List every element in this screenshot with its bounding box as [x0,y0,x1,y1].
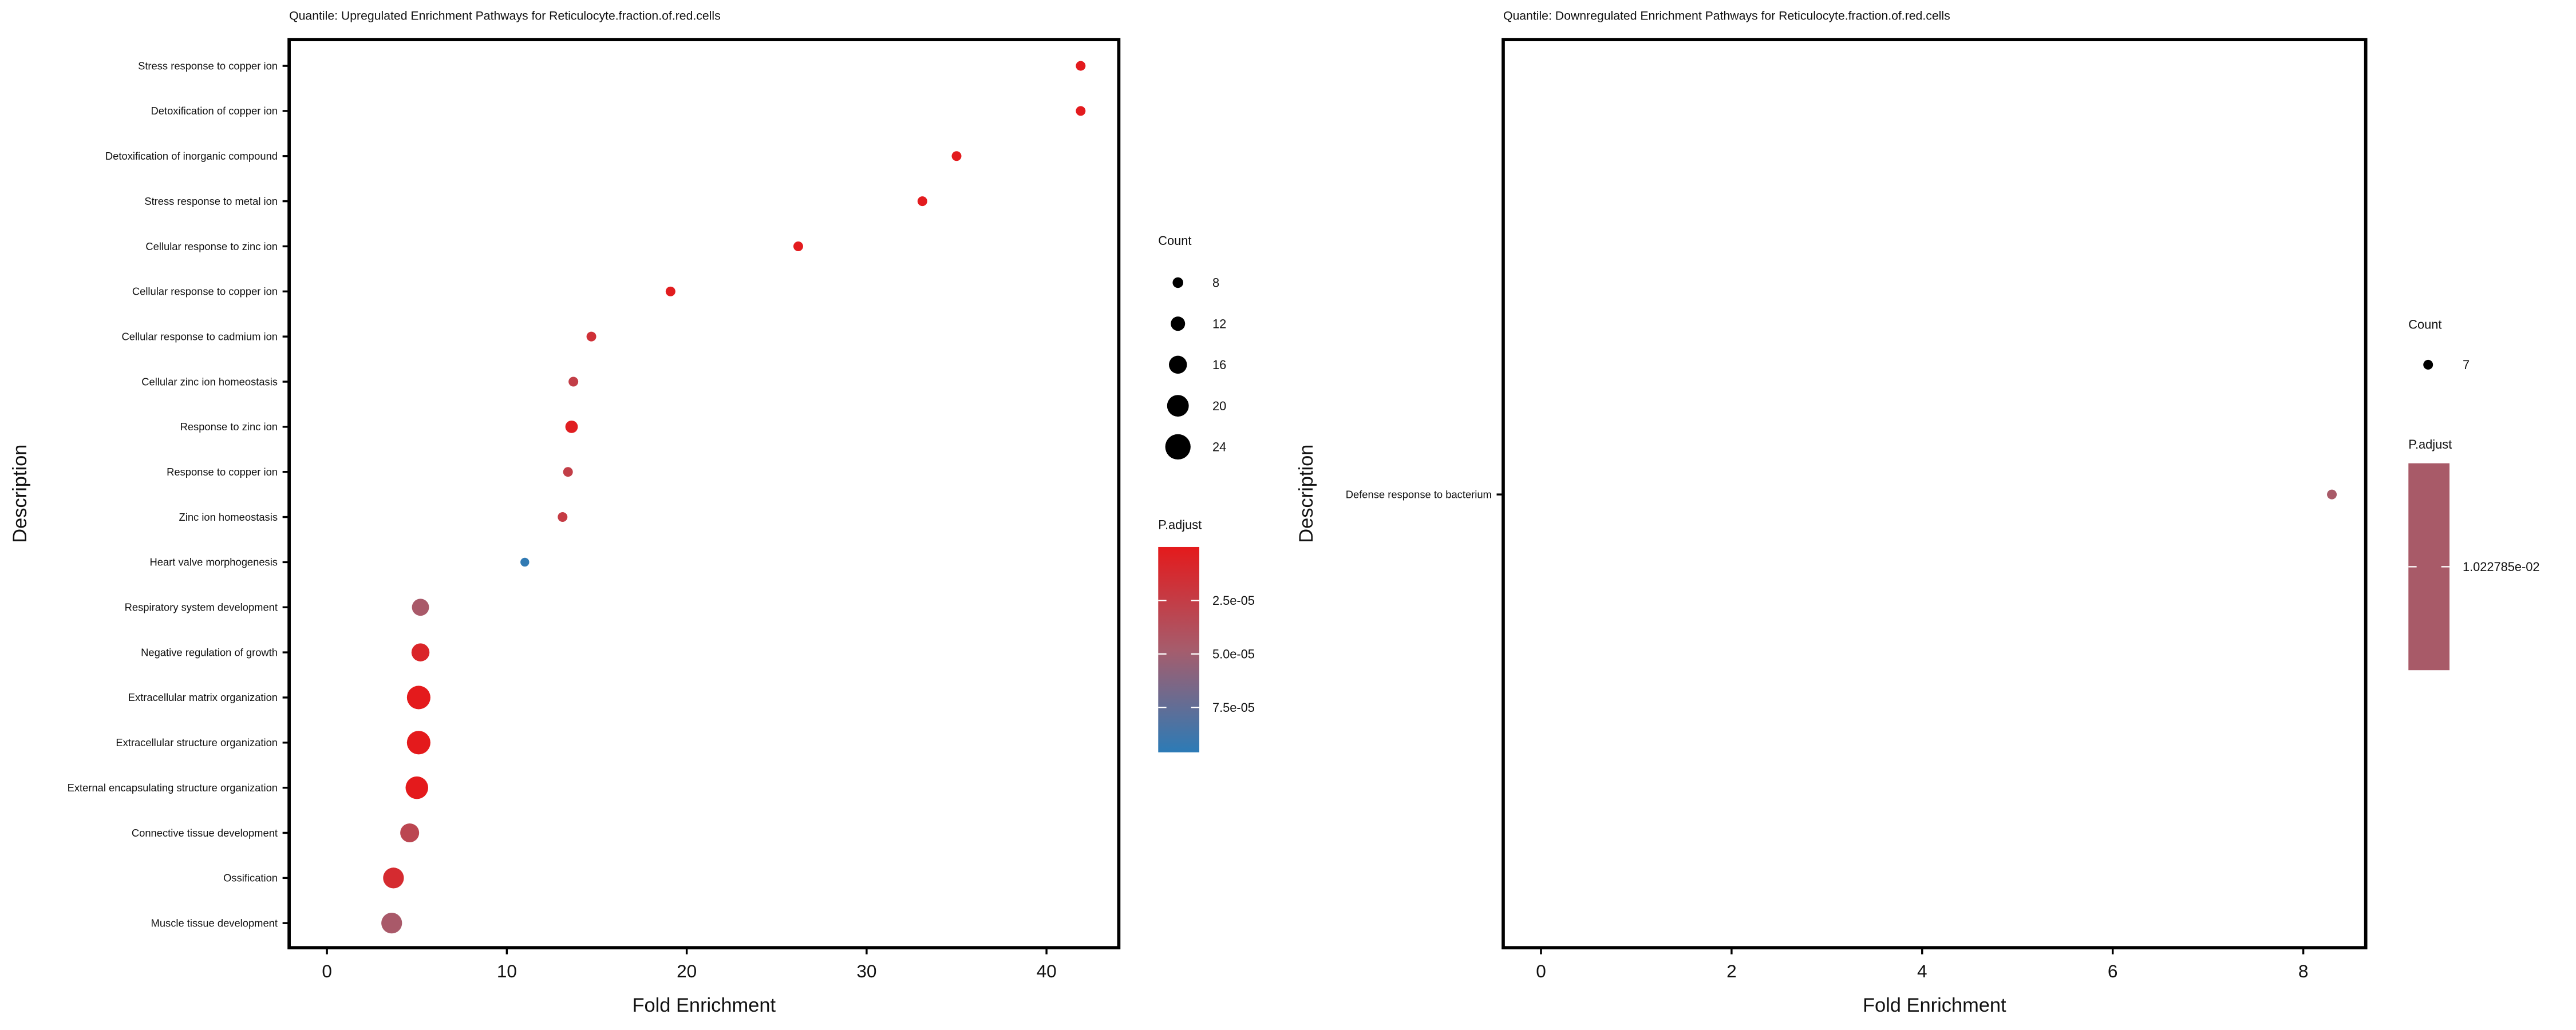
y-tick-label: Cellular response to copper ion [132,286,278,298]
data-point [568,377,579,387]
y-tick-label: Ossification [223,872,278,884]
data-point [563,467,573,477]
y-tick-label: Heart valve morphogenesis [150,556,278,568]
data-point [951,151,962,161]
data-point [2327,489,2337,500]
chart-title: Quantile: Downregulated Enrichment Pathw… [1503,10,1950,23]
data-point [405,776,428,799]
y-tick-label: Cellular response to zinc ion [145,240,278,252]
y-tick-label: External encapsulating structure organiz… [68,782,278,794]
x-tick-label: 6 [2108,961,2118,981]
color-legend-title: P.adjust [1158,517,1202,532]
size-legend-label: 12 [1212,316,1226,331]
x-tick-label: 0 [322,961,332,981]
x-tick-label: 0 [1536,961,1546,981]
y-axis-title: Description [9,445,31,543]
x-tick-label: 30 [856,961,876,981]
y-tick-label: Respiratory system development [125,601,278,613]
data-point [520,557,530,567]
data-point [1076,106,1086,116]
size-legend-label: 7 [2463,358,2470,372]
x-tick-label: 4 [1917,961,1927,981]
y-tick-label: Cellular response to cadmium ion [122,330,278,342]
data-point [406,731,430,755]
data-point [406,686,430,710]
y-tick-label: Extracellular matrix organization [128,691,278,703]
y-tick-label: Detoxification of copper ion [151,105,278,117]
x-tick-label: 40 [1037,961,1057,981]
y-axis-title: Description [1295,445,1317,543]
color-bar [1158,546,1200,752]
color-legend-title: P.adjust [2408,437,2452,451]
chart-title: Quantile: Upregulated Enrichment Pathway… [289,10,721,23]
plot-frame [1502,38,2368,950]
data-point [558,512,568,522]
x-tick-label: 2 [1726,961,1737,981]
x-tick-label: 20 [677,961,697,981]
y-tick-label: Stress response to copper ion [138,60,278,72]
data-point [1076,61,1086,71]
size-legend-title: Count [1158,233,1191,248]
downregulated-panel: Quantile: Downregulated Enrichment Pathw… [1295,10,2539,1016]
data-point [383,867,404,889]
y-tick-label: Response to zinc ion [180,421,278,433]
data-point [793,241,803,251]
size-legend-key [1168,355,1187,374]
x-tick-label: 10 [497,961,517,981]
size-legend-key [2423,359,2433,370]
y-tick-label: Negative regulation of growth [141,646,278,658]
data-point [381,913,402,934]
legend: Count 7 P.adjust 1.022785e-02 [2408,317,2540,671]
x-tick-label: 8 [2298,961,2309,981]
data-point [565,420,578,433]
size-legend-key [1172,277,1184,288]
data-point [917,196,927,207]
size-legend-key [1167,395,1189,417]
size-legend-title: Count [2408,317,2441,331]
y-tick-label: Response to copper ion [167,466,278,478]
size-legend-label: 24 [1212,440,1226,454]
plot-frame [287,38,1121,950]
size-legend-key [1171,316,1186,331]
color-bar-label: 5.0e-05 [1212,647,1255,661]
color-bar-label: 1.022785e-02 [2463,560,2540,574]
color-bar-label: 7.5e-05 [1212,700,1255,715]
data-point [400,823,420,843]
data-point [665,286,675,296]
color-bar-label: 2.5e-05 [1212,593,1255,608]
legend: Count 8 12 16 20 24 P.adjust 2.5e-05 5.0e-05 7.5e… [1158,233,1255,752]
y-tick-label: Connective tissue development [132,827,278,839]
size-legend-label: 16 [1212,358,1226,372]
size-legend-label: 8 [1212,276,1219,290]
data-point [411,643,430,661]
y-tick-label: Zinc ion homeostasis [179,511,278,523]
x-axis-title: Fold Enrichment [1863,995,2006,1016]
x-axis-title: Fold Enrichment [632,995,776,1016]
y-tick-label: Extracellular structure organization [116,736,278,748]
y-tick-label: Detoxification of inorganic compound [105,150,278,162]
y-tick-label: Cellular zinc ion homeostasis [141,375,278,387]
y-tick-label: Defense response to bacterium [1346,488,1492,500]
upregulated-panel: Quantile: Upregulated Enrichment Pathway… [9,10,1255,1016]
size-legend-key [1165,434,1191,460]
y-tick-label: Muscle tissue development [151,917,278,929]
data-point [412,599,429,616]
data-point [586,331,596,342]
y-tick-label: Stress response to metal ion [144,195,278,207]
size-legend-label: 20 [1212,399,1226,413]
